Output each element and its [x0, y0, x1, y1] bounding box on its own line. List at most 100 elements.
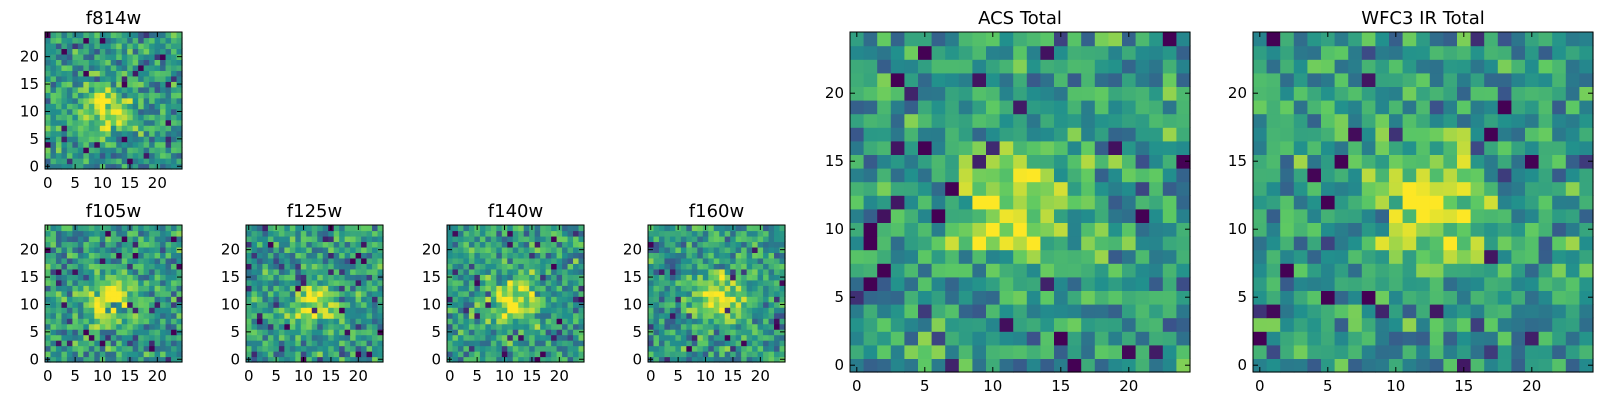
heatmap-cell	[540, 279, 547, 286]
heatmap-cell	[165, 130, 172, 137]
heatmap-cell	[372, 356, 379, 363]
heatmap-cell	[653, 257, 660, 264]
heatmap-cell	[83, 103, 90, 110]
y-tick-label: 10	[623, 295, 642, 313]
heatmap-cell	[165, 241, 172, 248]
heatmap-cell	[931, 344, 946, 359]
heatmap-cell	[545, 225, 552, 232]
heatmap-cell	[1307, 331, 1322, 346]
heatmap-cell	[99, 48, 106, 55]
heatmap-cell	[317, 252, 324, 259]
heatmap-cell	[697, 356, 704, 363]
heatmap-cell	[366, 235, 373, 243]
heatmap-cell	[1402, 113, 1417, 128]
heatmap-cell	[1511, 208, 1526, 223]
heatmap-cell	[463, 318, 470, 325]
heatmap-cell	[562, 356, 569, 363]
heatmap-cell	[328, 268, 335, 275]
heatmap-cell	[339, 307, 346, 314]
heatmap-cell	[1081, 113, 1096, 128]
heatmap-cell	[490, 257, 497, 264]
heatmap-cell	[556, 312, 563, 319]
heatmap-cell	[328, 279, 335, 286]
heatmap-cell	[1162, 249, 1177, 264]
heatmap-cell	[730, 230, 737, 237]
heatmap-cell	[88, 32, 95, 39]
heatmap-cell	[1497, 317, 1512, 332]
heatmap-cell	[1266, 304, 1281, 319]
heatmap-cell	[507, 312, 514, 319]
heatmap-cell	[1040, 59, 1055, 74]
heatmap-cell	[918, 127, 933, 142]
heatmap-cell	[534, 279, 541, 286]
heatmap-cell	[850, 100, 865, 115]
heatmap-cell	[719, 235, 726, 243]
heatmap-cell	[501, 285, 508, 292]
heatmap-cell	[311, 356, 318, 363]
heatmap-cell	[165, 246, 172, 253]
heatmap-cell	[658, 301, 666, 308]
heatmap-cell	[1176, 236, 1191, 251]
heatmap-cell	[66, 351, 73, 358]
heatmap-cell	[1253, 181, 1268, 196]
heatmap-cell	[1402, 168, 1417, 183]
heatmap-cell	[138, 285, 145, 292]
heatmap-cell	[94, 103, 101, 110]
heatmap-cell	[256, 235, 264, 243]
heatmap-cell	[61, 296, 68, 303]
heatmap-cell	[45, 114, 52, 121]
heatmap-cell	[573, 241, 580, 248]
heatmap-cell	[1552, 168, 1567, 183]
heatmap-cell	[479, 334, 486, 341]
heatmap-cell	[1094, 32, 1109, 47]
heatmap-cell	[680, 351, 687, 358]
heatmap-cell	[55, 285, 63, 292]
heatmap-cell	[918, 72, 933, 87]
heatmap-cell	[1266, 344, 1281, 359]
heatmap-cell	[1457, 222, 1472, 237]
heatmap-cell	[735, 241, 742, 248]
heatmap-cell	[61, 42, 68, 50]
heatmap-cell	[256, 312, 264, 319]
heatmap-cell	[350, 345, 357, 352]
heatmap-cell	[50, 92, 57, 99]
heatmap-cell	[1552, 263, 1567, 278]
heatmap-cell	[88, 279, 95, 286]
heatmap-cell	[686, 329, 693, 336]
heatmap-cell	[306, 225, 313, 232]
heatmap-cell	[485, 334, 492, 341]
heatmap-cell	[485, 296, 492, 303]
heatmap-cell	[1013, 236, 1028, 251]
heatmap-cell	[138, 274, 145, 281]
heatmap-cell	[66, 279, 73, 286]
heatmap-cells	[447, 225, 585, 363]
heatmap-cell	[1149, 276, 1164, 291]
heatmap-cell	[474, 351, 481, 358]
heatmap-cell	[562, 312, 569, 319]
heatmap-cell	[77, 274, 84, 281]
heatmap-cell	[567, 279, 574, 286]
heatmap-cell	[1402, 32, 1417, 47]
heatmap-cell	[918, 276, 933, 291]
heatmap-cell	[88, 329, 95, 336]
heatmap-cell	[534, 312, 541, 319]
heatmap-cell	[877, 249, 892, 264]
heatmap-cell	[877, 168, 892, 183]
heatmap-cell	[1429, 72, 1444, 87]
heatmap-cell	[664, 334, 671, 341]
heatmap-cell	[121, 130, 128, 137]
x-tick-label: 10	[294, 367, 313, 385]
heatmap-cell	[1511, 154, 1526, 169]
heatmap-cell	[50, 59, 57, 66]
heatmap-cell	[757, 323, 764, 330]
heatmap-cell	[55, 301, 63, 308]
heatmap-cell	[66, 48, 73, 55]
heatmap-cell	[680, 235, 687, 243]
heatmap-cell	[1402, 45, 1417, 60]
heatmap-cell	[529, 312, 536, 319]
heatmap-cell	[355, 235, 362, 243]
heatmap-cell	[176, 235, 183, 243]
heatmap-cell	[523, 356, 530, 363]
panel-title: f140w	[488, 201, 543, 222]
heatmap-cell	[658, 334, 666, 341]
